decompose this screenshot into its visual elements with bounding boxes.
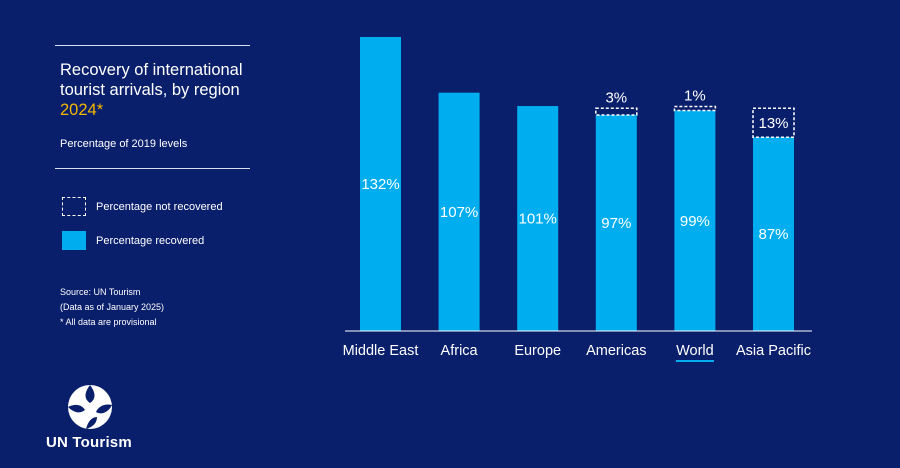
un-tourism-logo-icon (68, 385, 112, 429)
category-label-asia-pacific: Asia Pacific (736, 343, 811, 359)
bar-americas (595, 114, 637, 331)
not-recovered-label-americas: 3% (605, 89, 627, 106)
bar-asia-pacific (753, 137, 794, 331)
category-labels-group: Middle East Africa Europe Americas World Asia… (343, 343, 811, 362)
bar-world (674, 110, 716, 331)
title-line-2: tourist arrivals, by region (60, 81, 240, 99)
chart-subtitle: Percentage of 2019 levels (60, 138, 188, 150)
bar-value-label-africa: 107% (440, 204, 478, 221)
not-recovered-label-world: 1% (684, 88, 706, 105)
source-line: Source: UN Tourism (60, 287, 141, 297)
brand-name: UN Tourism (46, 434, 132, 451)
middle-rule (55, 168, 250, 169)
bars-group: 132% 107% 101% 97% 3% 99% 1% 87% 13% (360, 37, 795, 331)
provisional-note: * All data are provisional (60, 317, 157, 327)
source-notes: Source: UN Tourism (Data as of January 2… (60, 285, 164, 330)
category-label-middle-east: Middle East (343, 343, 419, 359)
bar-europe (517, 106, 559, 331)
legend-swatch-solid (62, 231, 86, 250)
top-rule (55, 45, 250, 46)
category-label-africa: Africa (441, 343, 479, 359)
bar-value-label-middle-east: 132% (361, 176, 399, 193)
legend-swatch-dashed (62, 197, 86, 216)
bar-value-label-europe: 101% (519, 211, 557, 228)
bar-not-recovered-world (673, 105, 717, 112)
title-year: 2024* (60, 101, 104, 119)
category-label-americas: Americas (586, 343, 646, 359)
bar-value-label-asia-pacific: 87% (758, 226, 788, 243)
not-recovered-label-asia-pacific: 13% (758, 115, 788, 132)
bar-not-recovered-americas (595, 107, 638, 116)
legend-label-recovered: Percentage recovered (96, 234, 205, 247)
bar-not-recovered-asia-pacific (752, 107, 795, 138)
chart-title: Recovery of international tourist arriva… (60, 60, 260, 120)
category-label-europe: Europe (514, 343, 561, 359)
legend-item-recovered: Percentage recovered (62, 231, 204, 250)
bar-value-label-world: 99% (680, 213, 710, 230)
category-label-world: World (676, 343, 714, 359)
legend-label-not-recovered: Percentage not recovered (96, 200, 223, 213)
bar-middle-east (360, 37, 401, 331)
legend-item-not-recovered: Percentage not recovered (62, 197, 223, 216)
bar-value-label-americas: 97% (601, 215, 631, 232)
bar-africa (438, 92, 480, 331)
title-line-1: Recovery of international (60, 61, 243, 79)
data-date-line: (Data as of January 2025) (60, 302, 165, 312)
